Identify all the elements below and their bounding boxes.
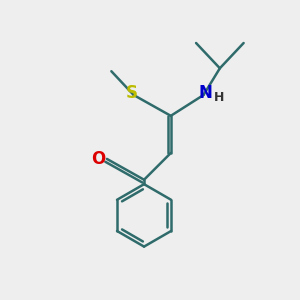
- Text: N: N: [198, 84, 212, 102]
- Text: H: H: [214, 91, 224, 104]
- Text: O: O: [92, 150, 106, 168]
- Text: S: S: [126, 84, 138, 102]
